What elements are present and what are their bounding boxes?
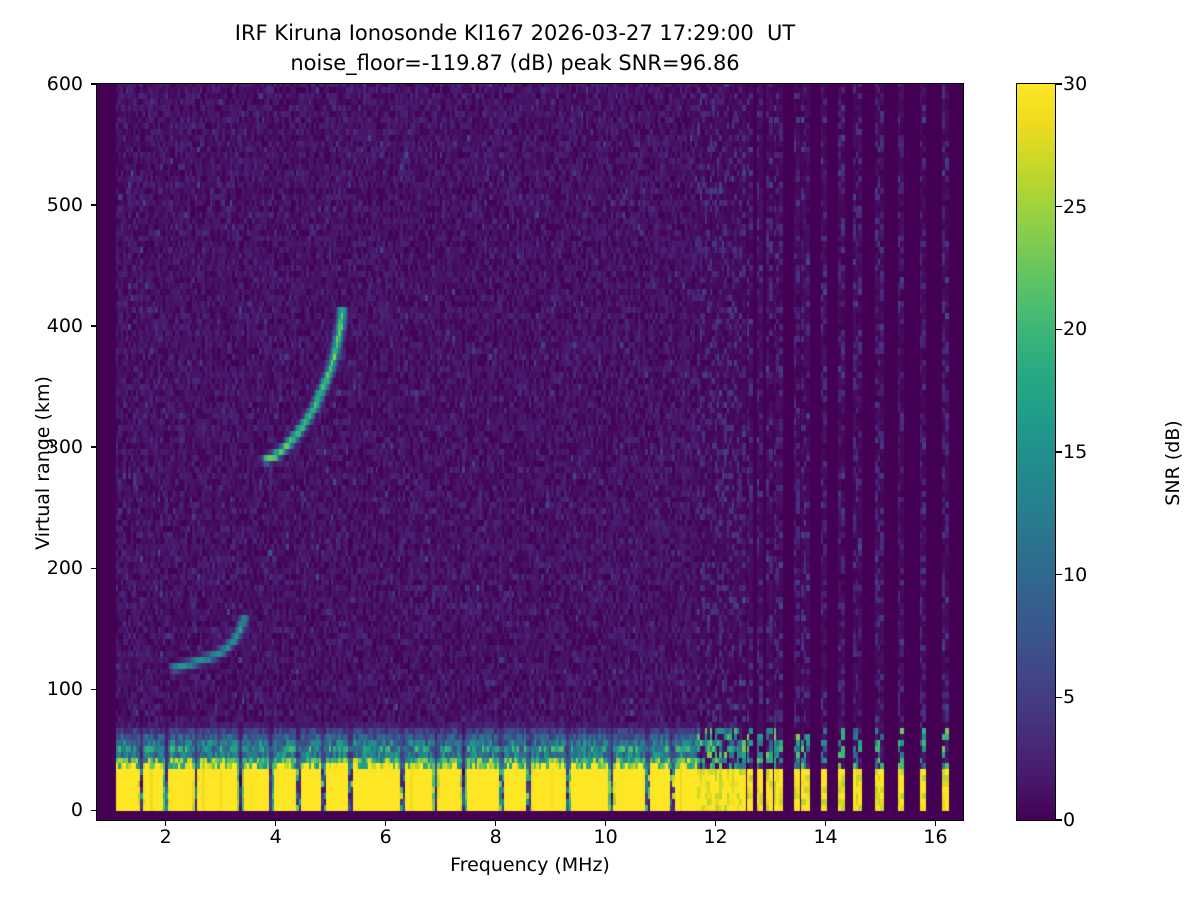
x-axis-label: Frequency (MHz) (450, 854, 610, 876)
title-line-2: noise_floor=-119.87 (dB) peak SNR=96.86 (290, 51, 740, 75)
x-tick-mark (824, 820, 827, 826)
colorbar-tick-label: 5 (1063, 686, 1076, 709)
y-tick-label: 600 (46, 73, 83, 95)
x-tick-mark (384, 820, 387, 826)
figure-title: IRF Kiruna Ionosonde KI167 2026-03-27 17… (0, 18, 1030, 78)
colorbar-tick-mark (1056, 451, 1062, 453)
colorbar-tick-label: 15 (1063, 441, 1088, 463)
colorbar-tick-mark (1056, 696, 1062, 698)
colorbar-tick-mark (1056, 206, 1062, 208)
y-tick-label: 500 (46, 194, 83, 217)
colorbar-tick-label: 25 (1063, 195, 1088, 218)
x-tick-mark (165, 820, 167, 826)
ionogram-heatmap (97, 84, 963, 820)
x-tick-mark (714, 820, 717, 826)
y-axis-label: Virtual range (km) (32, 376, 54, 550)
x-tick-label: 6 (379, 826, 392, 848)
y-tick-mark (91, 83, 97, 85)
title-line-1: IRF Kiruna Ionosonde KI167 2026-03-27 17… (234, 21, 796, 45)
y-tick-mark (91, 446, 97, 448)
colorbar-tick-label: 30 (1063, 73, 1088, 95)
colorbar-tick-mark (1056, 819, 1062, 821)
colorbar-tick-mark (1056, 574, 1062, 576)
x-tick-label: 14 (813, 826, 838, 848)
x-tick-mark (274, 820, 277, 826)
colorbar-tick-mark (1056, 328, 1062, 330)
colorbar-label: SNR (dB) (1162, 420, 1184, 506)
y-tick-mark (91, 325, 97, 327)
x-tick-label: 10 (593, 826, 618, 848)
y-tick-label: 400 (46, 315, 83, 338)
y-tick-mark (91, 567, 97, 569)
y-tick-mark (91, 688, 97, 690)
x-tick-mark (934, 820, 937, 826)
x-tick-mark (494, 820, 497, 826)
y-tick-label: 300 (46, 436, 83, 459)
x-tick-mark (604, 820, 607, 826)
y-tick-label: 100 (46, 678, 83, 701)
x-tick-label: 2 (159, 826, 172, 848)
colorbar-tick-label: 20 (1063, 318, 1088, 341)
colorbar-gradient (1017, 84, 1055, 820)
x-tick-label: 12 (703, 826, 728, 848)
x-tick-label: 4 (269, 826, 282, 848)
y-tick-mark (91, 204, 97, 206)
x-tick-label: 8 (489, 826, 502, 848)
y-tick-mark (91, 809, 97, 811)
y-tick-label: 0 (70, 799, 83, 822)
y-tick-label: 200 (46, 557, 83, 580)
colorbar-tick-label: 0 (1063, 809, 1076, 831)
x-tick-label: 16 (923, 826, 948, 848)
colorbar-tick-label: 10 (1063, 563, 1088, 586)
colorbar-tick-mark (1056, 83, 1062, 85)
